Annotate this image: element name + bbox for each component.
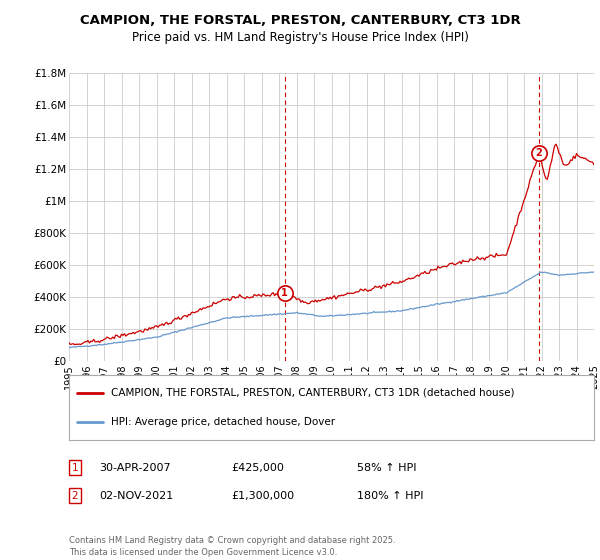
Text: Contains HM Land Registry data © Crown copyright and database right 2025.
This d: Contains HM Land Registry data © Crown c…: [69, 536, 395, 557]
Text: 1: 1: [71, 463, 79, 473]
Text: Price paid vs. HM Land Registry's House Price Index (HPI): Price paid vs. HM Land Registry's House …: [131, 31, 469, 44]
Text: £425,000: £425,000: [231, 463, 284, 473]
Text: £1,300,000: £1,300,000: [231, 491, 294, 501]
Text: 02-NOV-2021: 02-NOV-2021: [99, 491, 173, 501]
Text: 30-APR-2007: 30-APR-2007: [99, 463, 170, 473]
Text: 2: 2: [71, 491, 79, 501]
Text: 180% ↑ HPI: 180% ↑ HPI: [357, 491, 424, 501]
Text: 58% ↑ HPI: 58% ↑ HPI: [357, 463, 416, 473]
Text: HPI: Average price, detached house, Dover: HPI: Average price, detached house, Dove…: [111, 417, 335, 427]
Text: 1: 1: [281, 288, 288, 298]
Text: CAMPION, THE FORSTAL, PRESTON, CANTERBURY, CT3 1DR: CAMPION, THE FORSTAL, PRESTON, CANTERBUR…: [80, 14, 520, 27]
Text: CAMPION, THE FORSTAL, PRESTON, CANTERBURY, CT3 1DR (detached house): CAMPION, THE FORSTAL, PRESTON, CANTERBUR…: [111, 388, 515, 398]
Text: 2: 2: [535, 148, 542, 158]
